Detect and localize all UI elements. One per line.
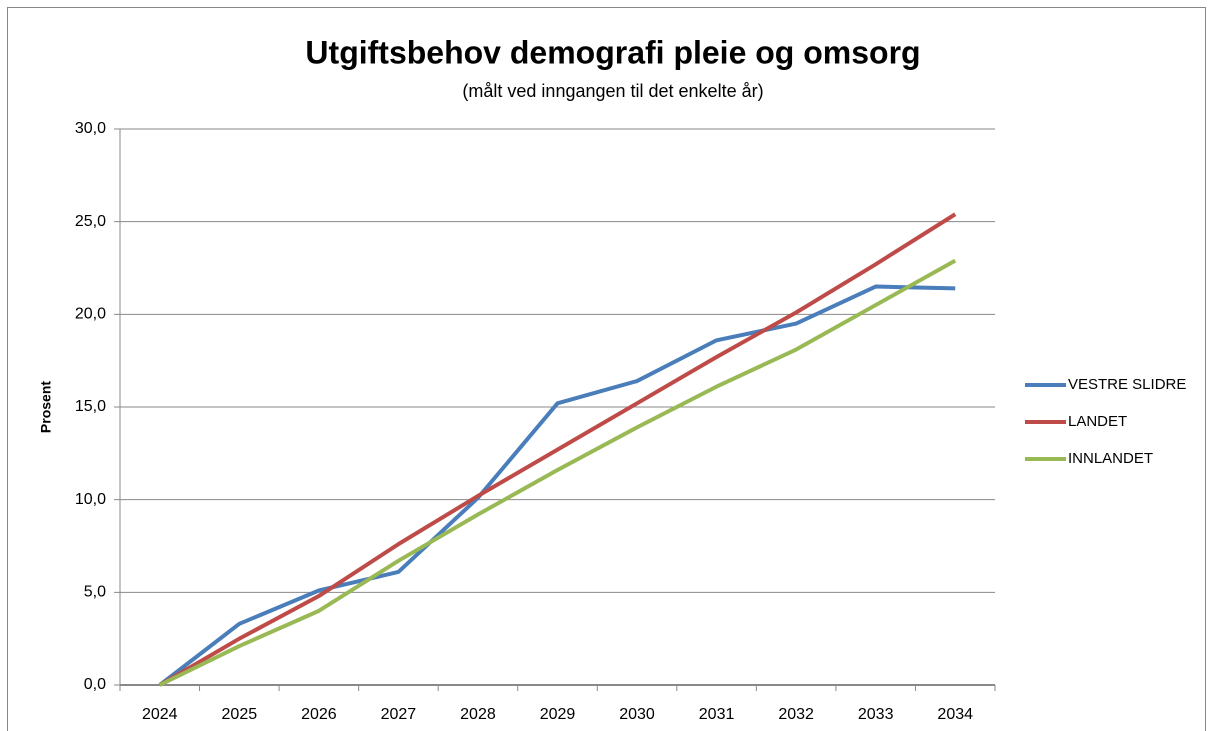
x-tick-label: 2030 xyxy=(619,706,655,723)
x-tick-label: 2024 xyxy=(142,706,178,723)
chart-subtitle: (målt ved inngangen til det enkelte år) xyxy=(462,81,763,101)
y-tick-label: 0,0 xyxy=(84,676,106,693)
series-line xyxy=(158,258,957,687)
x-tick-label: 2033 xyxy=(858,706,894,723)
series-line xyxy=(158,212,957,687)
legend-label: LANDET xyxy=(1068,413,1127,430)
y-tick-label: 5,0 xyxy=(84,584,106,601)
x-tick-label: 2031 xyxy=(699,706,735,723)
y-tick-label: 20,0 xyxy=(75,306,106,323)
y-tick-label: 25,0 xyxy=(75,213,106,230)
y-tick-label: 30,0 xyxy=(75,120,106,137)
x-tick-label: 2028 xyxy=(460,706,496,723)
y-axis-label: Prosent xyxy=(38,381,54,433)
x-tick-label: 2025 xyxy=(222,706,258,723)
x-tick-label: 2026 xyxy=(301,706,337,723)
series-line xyxy=(158,284,956,687)
y-tick-label: 10,0 xyxy=(75,491,106,508)
x-tick-label: 2027 xyxy=(381,706,417,723)
legend-label: VESTRE SLIDRE xyxy=(1068,376,1186,393)
legend-label: INNLANDET xyxy=(1068,450,1153,467)
chart-frame xyxy=(7,7,1206,731)
y-tick-label: 15,0 xyxy=(75,398,106,415)
x-tick-label: 2029 xyxy=(540,706,576,723)
chart-title: Utgiftsbehov demografi pleie og omsorg xyxy=(305,34,920,70)
x-tick-label: 2034 xyxy=(937,706,973,723)
x-tick-label: 2032 xyxy=(778,706,814,723)
